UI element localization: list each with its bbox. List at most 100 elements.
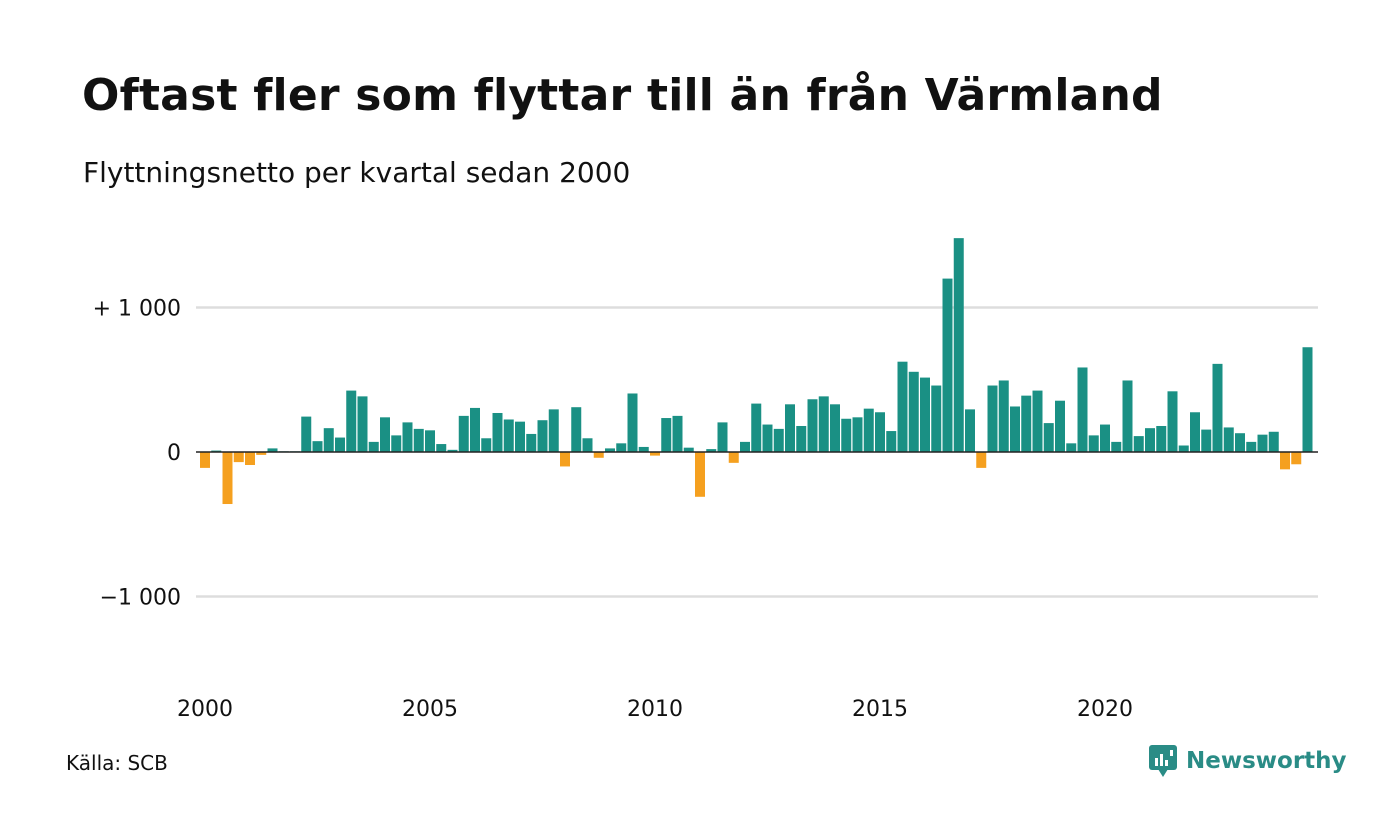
bar-positive: [380, 417, 390, 452]
bar-positive: [953, 238, 964, 452]
bar-positive: [323, 428, 334, 452]
bar-chart: + 1 000 0 −1 000 2000 2005 2010 2015 2020: [93, 238, 1318, 722]
bar-positive: [335, 437, 345, 452]
bar-positive: [1178, 445, 1189, 452]
bar-positive: [1268, 431, 1279, 452]
bar-positive: [998, 380, 1009, 452]
bar-positive: [391, 435, 402, 452]
bar-positive: [1055, 400, 1065, 452]
bar-layer: [200, 238, 1313, 505]
bar-positive: [1302, 347, 1313, 452]
bar-positive: [706, 449, 717, 452]
bar-positive: [638, 446, 649, 452]
bar-positive: [886, 431, 897, 452]
bar-positive: [627, 393, 638, 452]
bar-positive: [470, 407, 480, 452]
bar-negative: [976, 452, 987, 468]
y-tick-label: + 1 000: [93, 297, 181, 322]
bar-positive: [965, 409, 975, 452]
bar-positive: [762, 424, 773, 452]
bar-positive: [425, 430, 435, 452]
bar-positive: [717, 422, 728, 452]
x-axis-labels: 2000 2005 2010 2015 2020: [177, 697, 1133, 722]
bar-negative: [650, 452, 660, 456]
bar-positive: [920, 377, 930, 452]
bar-positive: [1100, 424, 1110, 452]
bar-positive: [267, 448, 278, 452]
bar-positive: [368, 441, 379, 452]
y-tick-label: −1 000: [100, 586, 181, 611]
bar-positive: [1043, 423, 1054, 452]
bar-positive: [1077, 367, 1088, 452]
bar-positive: [571, 407, 582, 452]
bar-negative: [245, 452, 255, 465]
chart-title: Oftast fler som flyttar till än från Vär…: [82, 70, 1163, 121]
bar-negative: [1280, 452, 1290, 470]
bar-positive: [818, 396, 829, 452]
bar-positive: [526, 433, 537, 452]
bar-positive: [1246, 441, 1257, 452]
x-tick-label: 2020: [1077, 697, 1133, 722]
bar-positive: [1032, 390, 1043, 452]
bar-positive: [492, 412, 503, 453]
bar-positive: [1190, 412, 1200, 452]
y-tick-label: 0: [167, 441, 181, 466]
source-note: Källa: SCB: [66, 751, 168, 775]
bar-negative: [593, 452, 604, 458]
y-axis-labels: + 1 000 0 −1 000: [93, 297, 181, 611]
bar-positive: [346, 390, 357, 452]
bar-positive: [987, 385, 998, 452]
bar-positive: [841, 418, 852, 452]
bar-positive: [852, 417, 863, 452]
bar-positive: [1122, 380, 1133, 452]
bar-positive: [1235, 433, 1245, 452]
bar-positive: [807, 399, 818, 452]
newsworthy-logo-icon: [1149, 745, 1177, 777]
bar-positive: [672, 415, 683, 453]
bar-negative: [233, 452, 244, 463]
bar-negative: [222, 452, 233, 505]
bar-positive: [447, 449, 458, 452]
bar-positive: [796, 425, 807, 452]
bar-positive: [875, 412, 885, 452]
bar-positive: [413, 428, 424, 452]
bar-positive: [683, 447, 694, 452]
bar-positive: [1257, 434, 1268, 452]
bar-positive: [1133, 436, 1144, 452]
bar-positive: [1010, 406, 1020, 452]
bar-positive: [785, 404, 795, 452]
chart-subtitle: Flyttningsnetto per kvartal sedan 2000: [83, 156, 631, 189]
bar-positive: [1111, 441, 1122, 452]
bar-positive: [942, 278, 953, 452]
bar-positive: [616, 443, 627, 452]
bar-positive: [863, 408, 874, 452]
bar-positive: [1201, 429, 1212, 452]
bar-negative: [256, 452, 267, 455]
x-tick-label: 2010: [627, 697, 683, 722]
bar-negative: [695, 452, 705, 497]
bar-positive: [908, 371, 919, 452]
bar-negative: [728, 452, 739, 463]
bar-positive: [301, 416, 312, 452]
bar-positive: [1088, 435, 1099, 452]
bar-positive: [1145, 428, 1155, 452]
bar-positive: [503, 419, 514, 452]
bar-positive: [402, 422, 413, 452]
bar-positive: [773, 428, 784, 452]
bar-positive: [1167, 391, 1178, 452]
bar-positive: [312, 441, 323, 452]
bar-positive: [605, 448, 615, 452]
bar-positive: [897, 361, 908, 452]
bar-positive: [582, 438, 593, 452]
bar-positive: [1156, 425, 1167, 452]
x-tick-label: 2000: [177, 697, 233, 722]
bar-positive: [931, 385, 942, 452]
bar-negative: [560, 452, 570, 467]
bar-positive: [537, 420, 548, 452]
bar-positive: [751, 403, 762, 452]
brand-logo: Newsworthy: [1148, 744, 1347, 778]
x-tick-label: 2005: [402, 697, 458, 722]
bar-positive: [1212, 363, 1223, 452]
grid-layer: [196, 306, 1318, 598]
bar-negative: [1291, 452, 1302, 465]
